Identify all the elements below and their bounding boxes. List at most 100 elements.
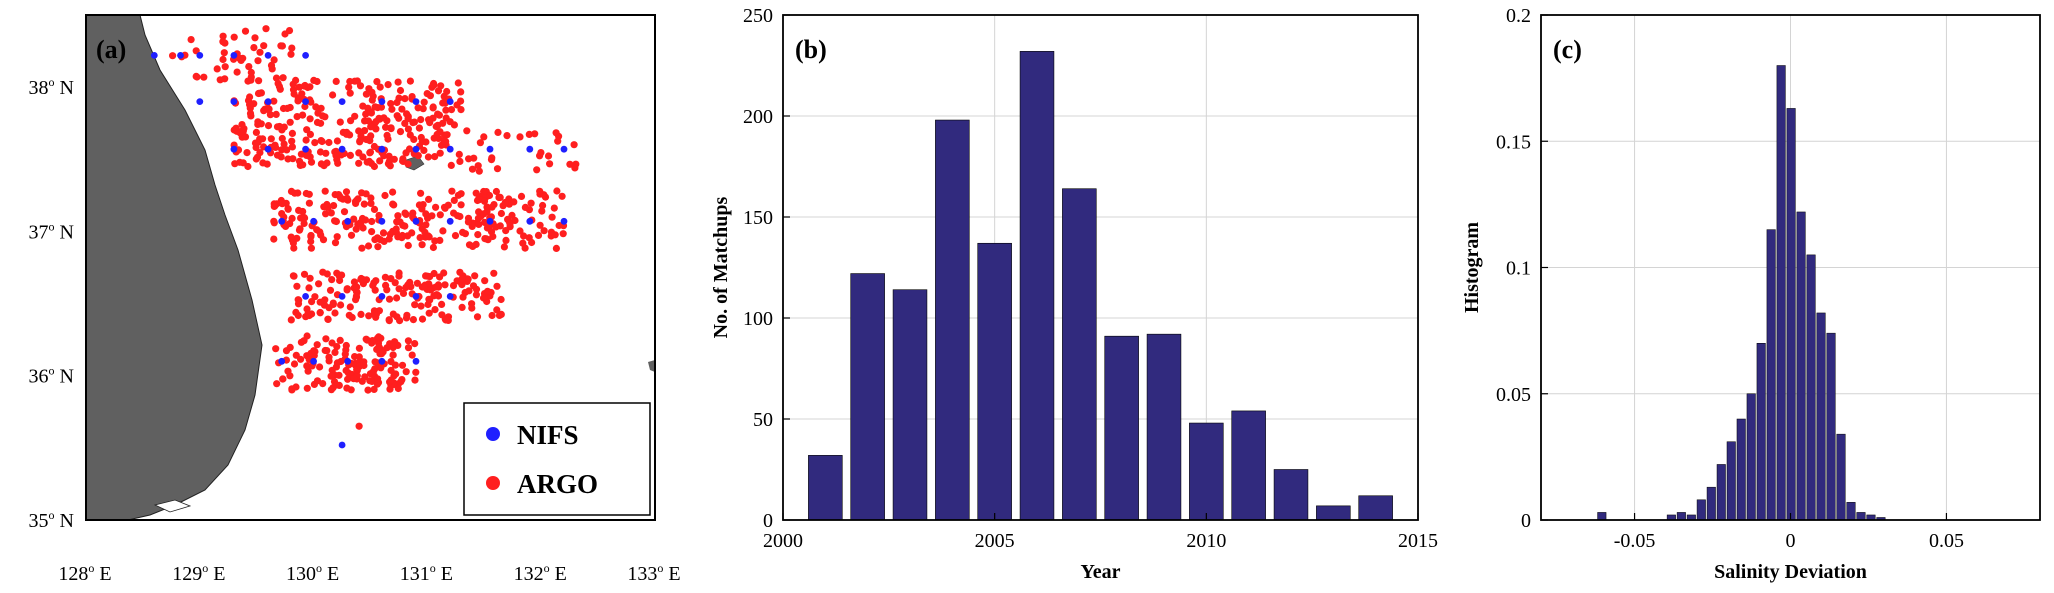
argo-point: [287, 233, 295, 241]
argo-point: [381, 273, 389, 281]
bar: [1358, 495, 1393, 521]
bar: [1231, 410, 1266, 521]
map-panel: (a) 128o E 129o E 130o E 131o E 132o E 133o E 3…: [29, 14, 681, 585]
histogram-bar: [1826, 332, 1836, 521]
argo-point: [282, 222, 290, 230]
argo-point: [544, 152, 553, 160]
argo-point: [259, 135, 267, 143]
argo-point: [361, 127, 369, 135]
argo-point: [272, 74, 281, 82]
argo-point: [439, 119, 447, 127]
argo-point: [474, 162, 482, 170]
argo-point: [381, 191, 389, 200]
argo-point: [409, 209, 417, 217]
argo-point: [468, 304, 476, 312]
argo-point: [323, 347, 331, 355]
argo-point: [425, 195, 433, 203]
argo-point: [356, 82, 365, 90]
argo-point: [411, 376, 419, 384]
coastal-inlet: [153, 499, 192, 513]
argo-point: [519, 239, 527, 247]
argo-point: [520, 232, 528, 240]
argo-point: [343, 384, 351, 392]
argo-point: [494, 128, 502, 136]
argo-point: [456, 157, 464, 165]
nifs-point: [196, 52, 204, 59]
argo-point: [373, 234, 381, 242]
argo-point: [262, 25, 270, 33]
argo-point: [392, 370, 400, 378]
argo-point: [398, 361, 407, 369]
argo-point: [256, 149, 264, 157]
argo-point: [375, 307, 383, 315]
argo-point: [380, 114, 388, 122]
bar: [935, 119, 970, 521]
argo-point: [236, 158, 244, 166]
nifs-point: [412, 357, 420, 365]
argo-point: [423, 90, 431, 98]
argo-point: [334, 159, 342, 167]
bar: [977, 242, 1012, 521]
argo-points: [169, 25, 580, 430]
nifs-point: [278, 217, 286, 225]
argo-point: [527, 199, 535, 207]
argo-point: [254, 57, 262, 65]
argo-point: [300, 213, 308, 222]
argo-point: [273, 380, 281, 388]
argo-point: [539, 201, 547, 210]
nifs-point: [378, 98, 386, 105]
argo-point: [447, 161, 455, 169]
bar: [850, 273, 885, 521]
y-tick-label: 50: [753, 409, 773, 431]
argo-point: [346, 77, 354, 86]
argo-point: [341, 350, 349, 358]
argo-point: [250, 44, 258, 52]
plot-area: [783, 15, 1418, 520]
argo-point: [404, 160, 412, 168]
argo-point: [389, 310, 397, 318]
argo-point: [251, 34, 259, 42]
argo-point: [232, 124, 240, 132]
argo-point: [444, 201, 452, 209]
argo-point: [402, 149, 410, 157]
map-frame: [85, 14, 656, 521]
argo-point: [369, 367, 378, 375]
argo-point: [346, 131, 354, 139]
argo-point: [417, 302, 425, 310]
argo-point: [350, 215, 358, 223]
argo-point: [308, 298, 316, 306]
histogram-bar: [1836, 433, 1846, 521]
nifs-point: [446, 293, 454, 300]
argo-point: [415, 201, 423, 209]
argo-point: [247, 68, 255, 77]
argo-point: [422, 210, 430, 218]
argo-point: [332, 77, 340, 85]
argo-point: [353, 283, 361, 291]
argo-point: [440, 137, 448, 145]
bar: [1316, 505, 1351, 521]
argo-point: [489, 232, 497, 241]
argo-point: [352, 296, 360, 304]
argo-point: [451, 232, 460, 240]
argo-point: [287, 50, 295, 58]
argo-point: [290, 244, 298, 252]
argo-point: [350, 375, 358, 383]
nifs-point: [378, 357, 386, 365]
argo-point: [540, 227, 548, 235]
argo-point: [420, 283, 428, 291]
legend-label-argo: ARGO: [517, 469, 598, 499]
argo-point: [259, 159, 267, 167]
argo-point: [346, 303, 354, 311]
argo-point: [317, 231, 325, 239]
nifs-point: [486, 145, 494, 153]
argo-point: [279, 375, 287, 383]
argo-point: [219, 38, 227, 46]
argo-point: [313, 341, 321, 349]
argo-point: [294, 311, 302, 320]
legend-marker-nifs: [486, 427, 500, 441]
argo-point: [366, 148, 374, 156]
x-tick-label: 0: [1786, 530, 1796, 552]
argo-point: [398, 376, 406, 384]
argo-point: [368, 228, 376, 236]
argo-point: [355, 353, 363, 361]
